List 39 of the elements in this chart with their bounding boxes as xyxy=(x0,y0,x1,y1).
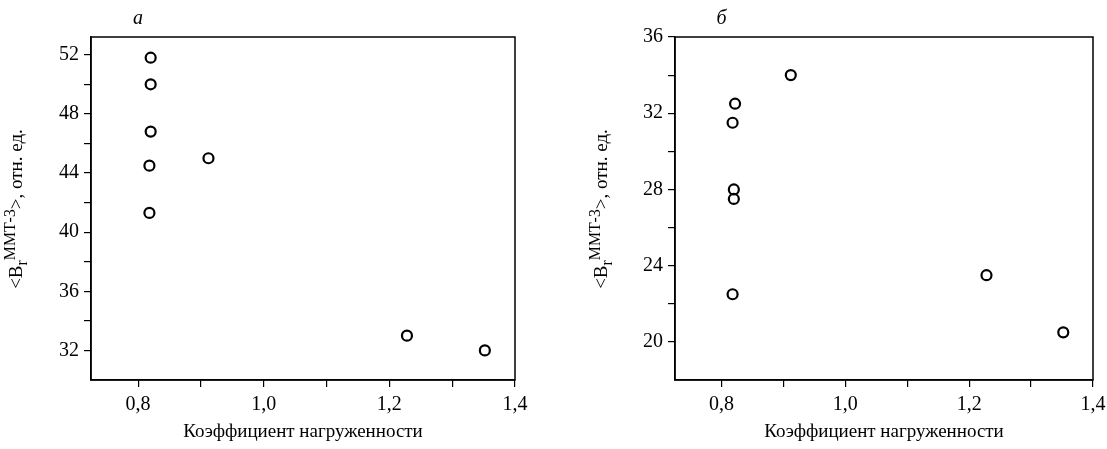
y-tick-label: 32 xyxy=(59,337,79,360)
x-axis-title: Коэффициент нагруженности xyxy=(763,420,1005,442)
y-tick-label: 28 xyxy=(643,176,663,199)
point xyxy=(784,69,797,82)
point xyxy=(726,116,739,129)
point xyxy=(980,269,993,282)
x-axis-title: Коэффициент нагруженности xyxy=(182,420,424,442)
x-tick-label: 1,2 xyxy=(956,392,982,415)
chart-title: б xyxy=(716,6,727,29)
x-tick-label: 1,2 xyxy=(376,392,402,415)
point xyxy=(202,152,215,165)
y-tick-label: 52 xyxy=(59,41,79,64)
y-tick-label: 36 xyxy=(643,24,663,47)
point xyxy=(727,192,740,206)
y-tick-label: 48 xyxy=(59,101,79,124)
point xyxy=(144,78,157,91)
point xyxy=(144,125,157,138)
y-tick-label: 36 xyxy=(59,278,79,301)
point xyxy=(1057,326,1070,339)
point xyxy=(726,288,739,301)
y-tick-label: 32 xyxy=(643,100,663,123)
x-tick-label: 0,8 xyxy=(708,392,734,415)
point xyxy=(728,97,742,110)
x-tick-label: 0,8 xyxy=(125,392,151,415)
y-tick-label: 40 xyxy=(59,219,79,242)
point xyxy=(143,159,156,172)
point xyxy=(143,206,156,220)
y-tick-label: 44 xyxy=(59,160,79,183)
x-tick-label: 1,4 xyxy=(502,392,528,415)
y-tick-label: 24 xyxy=(643,252,663,275)
x-tick-label: 1,4 xyxy=(1080,392,1106,415)
point xyxy=(144,51,157,64)
point xyxy=(727,183,740,196)
x-tick-label: 1,0 xyxy=(251,392,277,415)
point xyxy=(478,344,491,357)
chart-title: а xyxy=(133,6,144,29)
x-tick-label: 1,0 xyxy=(832,392,858,415)
y-tick-label: 20 xyxy=(643,329,663,352)
point xyxy=(400,329,414,342)
